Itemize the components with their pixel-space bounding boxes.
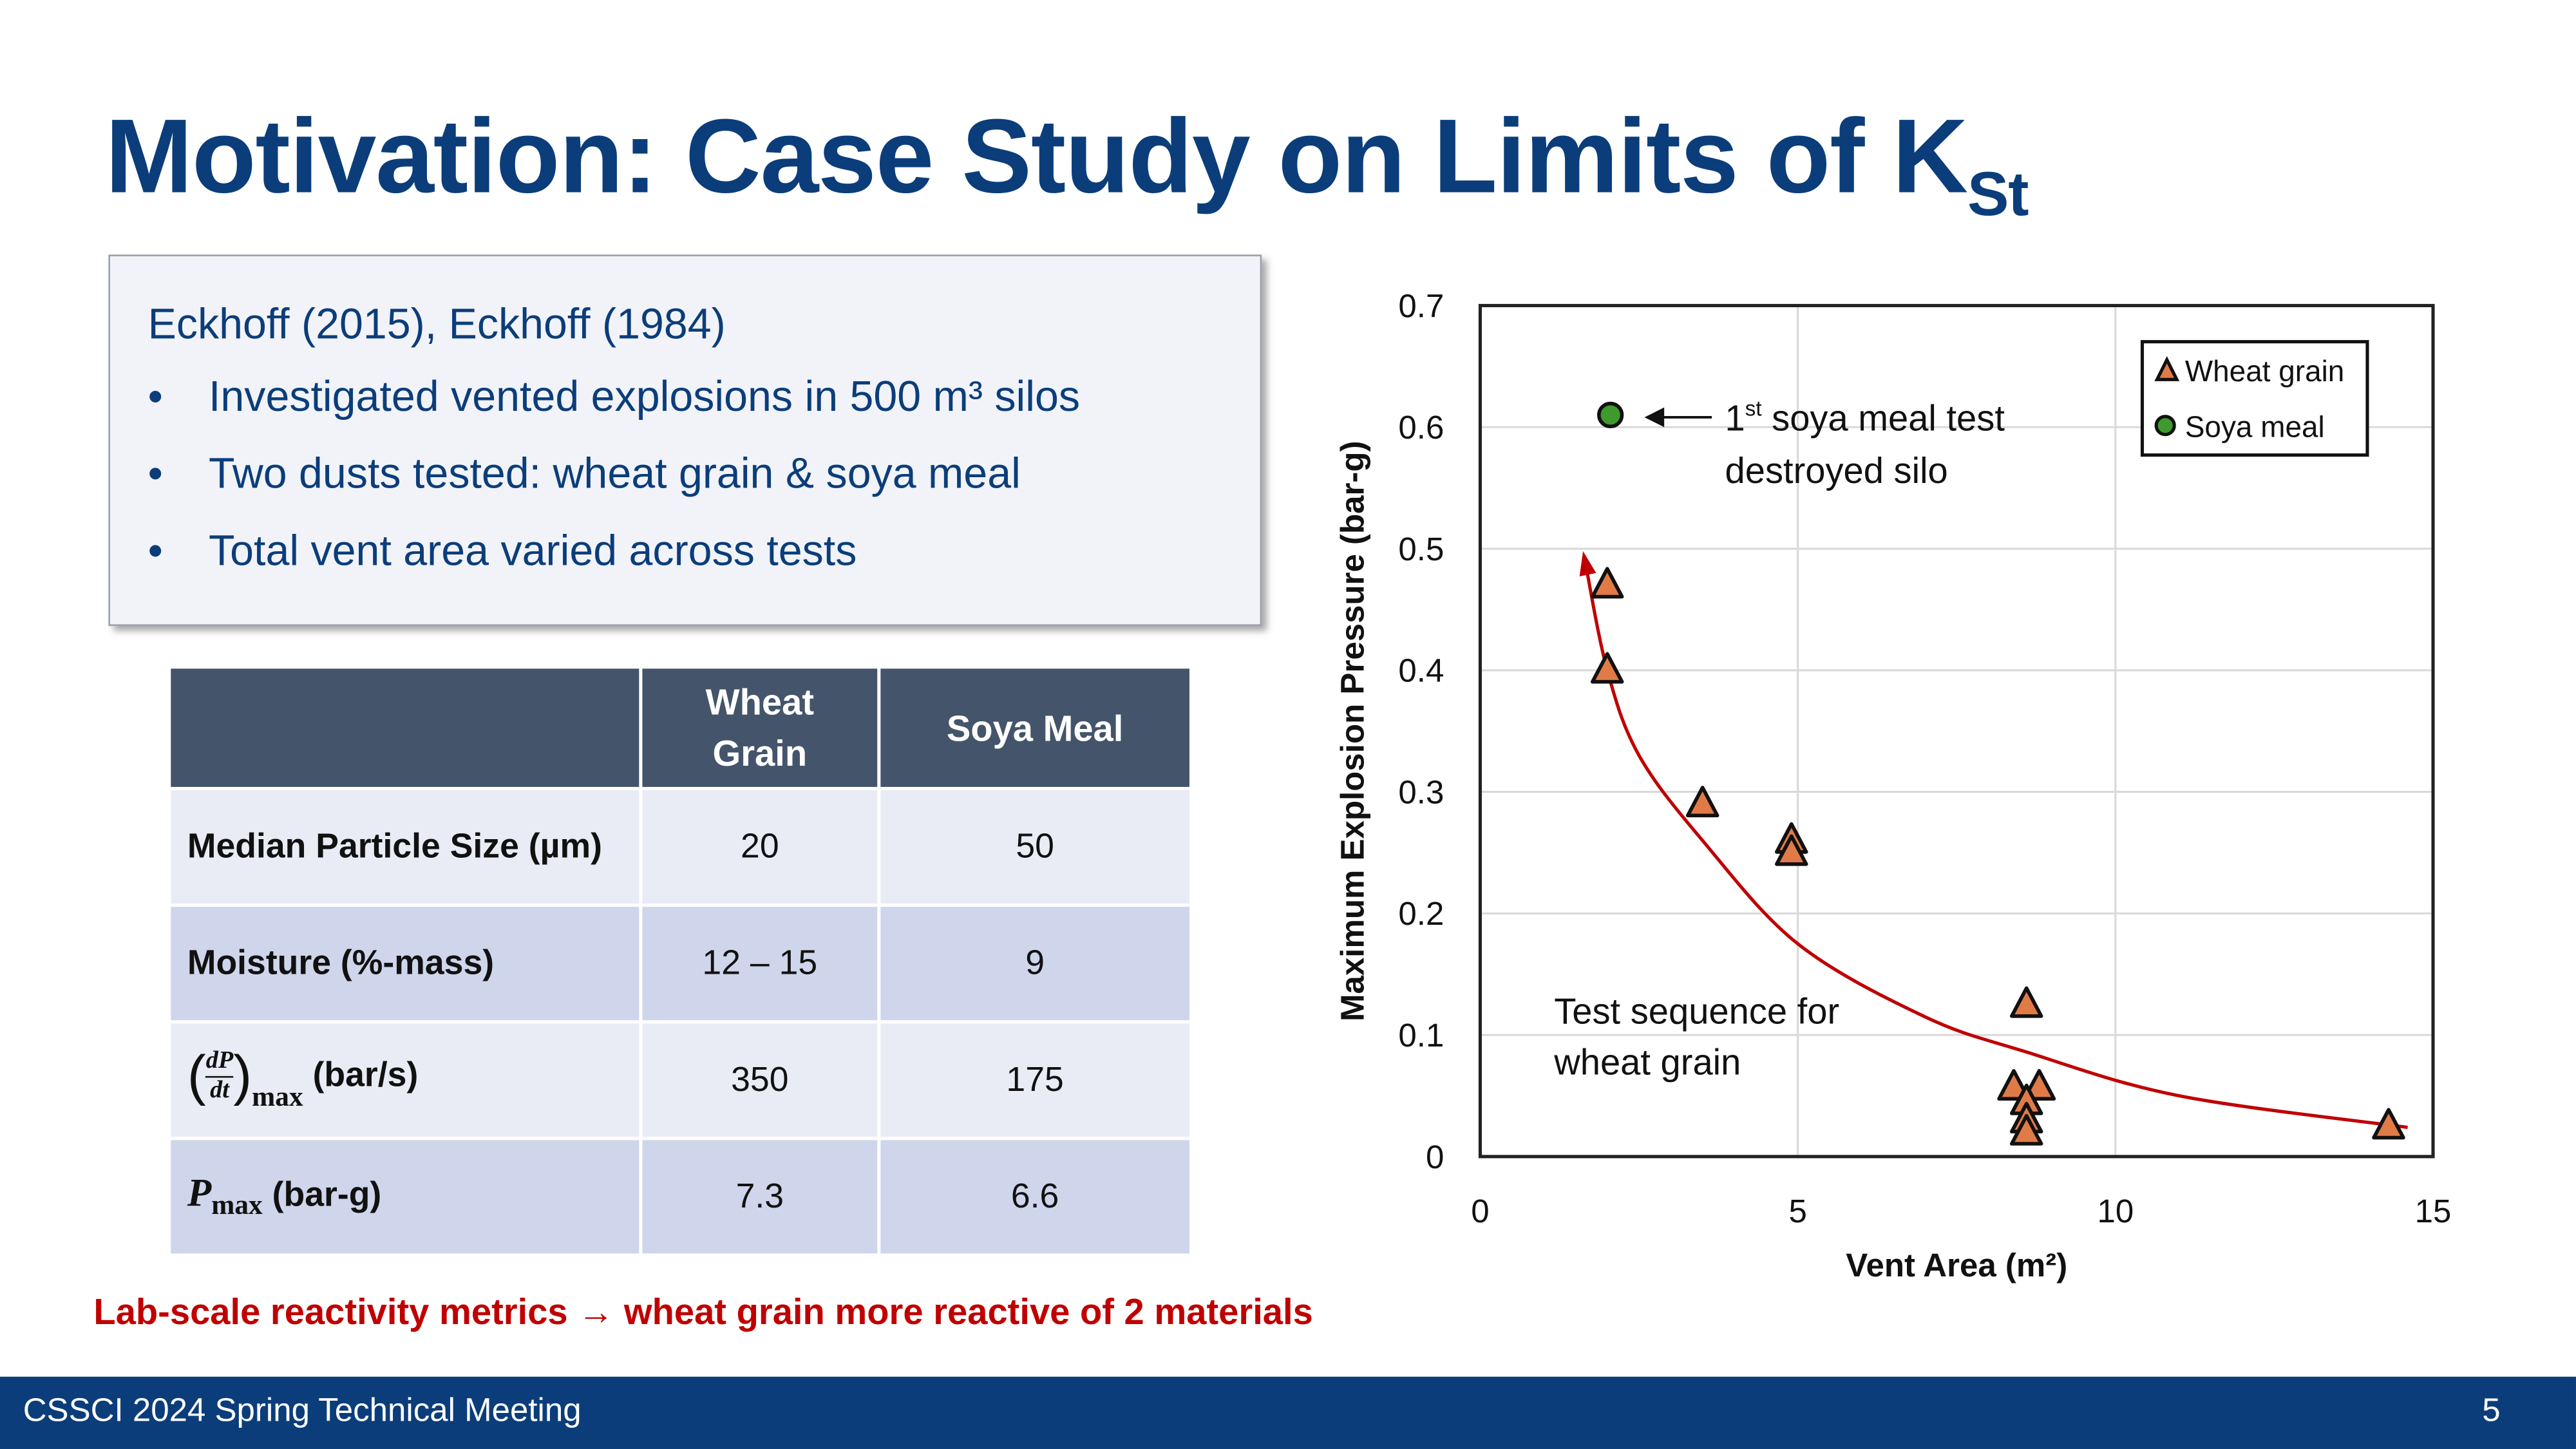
plot-border <box>1478 303 2435 1159</box>
wheat-annotation: Test sequence for wheat grain <box>1553 990 1839 1082</box>
row-label: (dP dt)max (bar/s) <box>167 1020 643 1141</box>
cell-wheat: 20 <box>639 786 881 907</box>
page-number: 5 <box>2482 1393 2501 1430</box>
x-tick-label: 10 <box>2097 1193 2134 1229</box>
wheat-grain-point <box>1685 786 1719 818</box>
table-row: Median Particle Size (µm) 20 50 <box>167 786 1193 907</box>
table-row: Moisture (%-mass) 12 – 15 9 <box>167 904 1193 1024</box>
scatter-chart: 0 5 10 15 0 0.1 0.2 0.3 0.4 0.5 0.6 0.7 Vent Area (… <box>1334 287 2451 1283</box>
y-tick-label: 0.1 <box>1398 1017 1444 1054</box>
cell-soya: 50 <box>877 786 1193 907</box>
table-header: Wheat Grain <box>639 665 881 791</box>
annotation-text: destroyed silo <box>1725 450 1948 491</box>
annotation-text: wheat grain <box>1553 1041 1741 1082</box>
y-tick-label: 0 <box>1426 1139 1444 1175</box>
conclusion-text: Lab-scale reactivity metrics → wheat gra… <box>93 1291 1313 1332</box>
bullet-item: Total vent area varied across tests <box>148 526 1080 603</box>
legend-label: Soya meal <box>2185 410 2325 444</box>
subscript: max <box>252 1081 303 1113</box>
wheat-grain-point <box>1590 567 1624 599</box>
bullet-item: Investigated vented explosions in 500 m³… <box>148 372 1080 449</box>
symbol: P <box>187 1172 212 1215</box>
x-tick-label: 15 <box>2415 1193 2452 1229</box>
soya-meal-point <box>1596 401 1624 429</box>
fraction-numerator: dP <box>205 1049 234 1079</box>
annotation-text: 1st soya meal test <box>1725 397 2005 438</box>
y-axis-label: Maximum Explosion Pressure (bar-g) <box>1334 440 1370 1021</box>
legend-box <box>2140 340 2369 457</box>
row-label: Pmax (bar-g) <box>167 1137 643 1257</box>
arrowhead-icon <box>1644 407 1665 428</box>
y-tick-label: 0.3 <box>1398 773 1444 810</box>
footer-bar: CSSCI 2024 Spring Technical Meeting 5 <box>0 1376 2576 1449</box>
table-header-row: Wheat Grain Soya Meal <box>167 665 1193 791</box>
annotation-text: Test sequence for <box>1554 990 1839 1031</box>
cell-soya: 6.6 <box>877 1137 1193 1257</box>
wheat-grain-point <box>1775 834 1808 866</box>
x-axis-label: Vent Area (m²) <box>1846 1247 2067 1283</box>
wheat-grain-point <box>1590 652 1624 684</box>
unit: (bar-g) <box>272 1175 382 1213</box>
data-points <box>1590 401 2405 1146</box>
trend-curve <box>1583 560 2408 1130</box>
wheat-grain-point <box>2372 1108 2405 1140</box>
bullet-list: Investigated vented explosions in 500 m³… <box>148 372 1080 603</box>
subscript: max <box>211 1188 263 1220</box>
y-tick-label: 0.5 <box>1398 531 1444 567</box>
bullet-item: Two dusts tested: wheat grain & soya mea… <box>148 448 1080 526</box>
legend-circle-icon <box>2154 415 2176 437</box>
ticks: 0 5 10 15 0 0.1 0.2 0.3 0.4 0.5 0.6 0.7 <box>1398 287 2451 1229</box>
reference-textbox: Eckhoff (2015), Eckhoff (1984) Investiga… <box>108 254 1262 626</box>
row-label: Median Particle Size (µm) <box>167 786 643 907</box>
y-tick-label: 0.4 <box>1398 652 1444 689</box>
properties-table: Wheat Grain Soya Meal Median Particle Si… <box>167 665 1193 1257</box>
wheat-grain-point <box>2009 1113 2043 1146</box>
cell-soya: 9 <box>877 904 1193 1024</box>
y-tick-label: 0.6 <box>1398 409 1444 446</box>
fraction-denominator: dt <box>210 1078 229 1105</box>
soya-annotation: 1st soya meal test destroyed silo <box>1644 397 2005 491</box>
y-tick-label: 0.7 <box>1398 287 1444 324</box>
table-header <box>167 665 643 791</box>
table-row: Pmax (bar-g) 7.3 6.6 <box>167 1137 1193 1257</box>
footer-text: CSSCI 2024 Spring Technical Meeting <box>23 1393 582 1430</box>
title-text: Motivation: Case Study on Limits of K <box>105 97 1968 216</box>
x-tick-label: 5 <box>1788 1193 1806 1229</box>
page-title: Motivation: Case Study on Limits of KSt <box>105 95 2029 232</box>
title-subscript: St <box>1967 160 2029 231</box>
cell-soya: 175 <box>877 1020 1193 1141</box>
cell-wheat: 12 – 15 <box>639 904 881 1024</box>
trend-arrowhead <box>1579 551 1596 576</box>
cell-wheat: 7.3 <box>639 1137 881 1257</box>
table-row: (dP dt)max (bar/s) 350 175 <box>167 1020 1193 1141</box>
table-header: Soya Meal <box>877 665 1193 791</box>
cell-wheat: 350 <box>639 1020 881 1141</box>
wheat-grain-point <box>2009 986 2043 1018</box>
legend-label: Wheat grain <box>2185 354 2345 388</box>
legend: Wheat grain Soya meal <box>2140 340 2369 457</box>
x-tick-label: 0 <box>1471 1193 1489 1229</box>
row-label: Moisture (%-mass) <box>167 904 643 1024</box>
legend-triangle-icon <box>2154 355 2180 381</box>
unit: (bar/s) <box>312 1057 419 1095</box>
y-tick-label: 0.2 <box>1398 895 1444 932</box>
reference-citation: Eckhoff (2015), Eckhoff (1984) <box>147 299 726 348</box>
